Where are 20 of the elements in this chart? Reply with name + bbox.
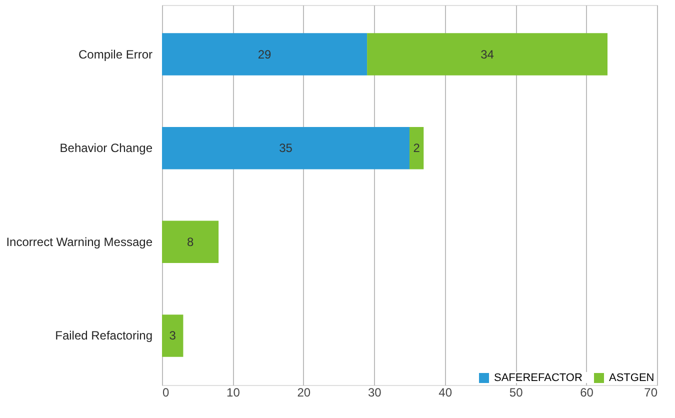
data-label: 34 [480,47,494,62]
y-tick-label: Compile Error [78,47,153,62]
y-tick-label: Failed Refactoring [55,328,152,343]
data-label: 3 [169,328,176,343]
data-label: 35 [279,141,293,156]
x-tick-label: 70 [644,386,658,400]
y-tick-label: Behavior Change [60,141,153,156]
x-tick-label: 20 [297,386,311,400]
data-label: 8 [186,234,194,249]
x-tick-label: 10 [226,386,240,400]
x-tick-label: 0 [162,386,170,400]
x-tick-label: 50 [509,386,524,400]
x-tick-label: 60 [580,386,594,400]
y-tick-label: Incorrect Warning Message [6,234,153,249]
x-tick-label: 30 [368,386,382,400]
legend-label: ASTGEN [609,372,654,384]
x-tick-label: 40 [438,386,452,400]
data-label: 2 [413,141,420,156]
legend-label: SAFEREFACTOR [494,372,582,384]
data-label: 29 [258,47,272,62]
